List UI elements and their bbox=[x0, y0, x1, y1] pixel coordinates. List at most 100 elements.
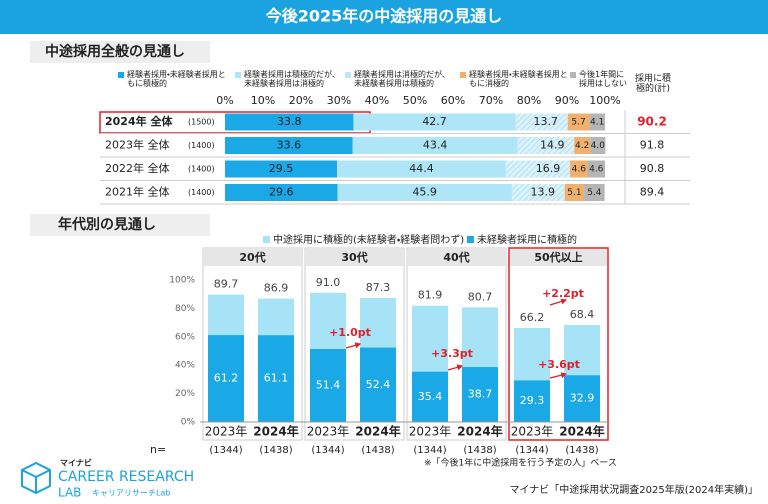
bar bbox=[462, 367, 498, 422]
total-value: 91.8 bbox=[640, 139, 665, 152]
sample-size: (1344) bbox=[209, 445, 242, 456]
logo-icon bbox=[21, 461, 51, 495]
x-tick-label: 10% bbox=[251, 94, 275, 107]
value-label: 33.6 bbox=[277, 139, 302, 152]
sample-size: (1344) bbox=[413, 445, 446, 456]
total-value: 90.8 bbox=[640, 162, 665, 175]
value-label: 86.9 bbox=[264, 282, 289, 295]
legend-item: 経験者採用は消極的だが、未経験者採用は積極的 bbox=[345, 70, 455, 88]
logo-brand: マイナビ bbox=[60, 458, 92, 468]
x-tick-label: 50% bbox=[403, 94, 427, 107]
value-label: 51.4 bbox=[316, 379, 341, 392]
annotation: +2.2pt bbox=[542, 287, 584, 300]
x-tick-label: 80% bbox=[517, 94, 541, 107]
header-band bbox=[0, 0, 768, 34]
bar-segment bbox=[584, 184, 605, 201]
sample-size: (1438) bbox=[463, 445, 496, 456]
legend-item: 今後1年間に採用はしない bbox=[570, 70, 628, 88]
bar-segment bbox=[337, 160, 506, 178]
x-tick-label: 2024年 bbox=[355, 424, 400, 439]
bar-segment bbox=[587, 160, 605, 178]
value-label: 4.6 bbox=[572, 165, 587, 175]
category-label: 2023年 全体 bbox=[105, 138, 170, 152]
bar bbox=[514, 380, 550, 422]
value-label: 61.1 bbox=[264, 372, 289, 385]
section-title: 中途採用全般の見通し bbox=[45, 43, 185, 60]
x-tick-label: 2023年 bbox=[511, 425, 554, 439]
panel-header bbox=[306, 249, 403, 266]
value-label: 13.7 bbox=[534, 115, 559, 128]
x-tick-label: 2023年 bbox=[205, 425, 248, 439]
category-label: 2021年 全体 bbox=[105, 185, 170, 199]
sample-label: n= bbox=[150, 443, 166, 456]
legend-swatch bbox=[467, 236, 474, 243]
annotation: +3.3pt bbox=[431, 347, 473, 360]
total-header: 採用に積極的(計) bbox=[634, 74, 671, 94]
footnote: ※「今後1年に中途採用を行う予定の人」ベース bbox=[424, 457, 617, 469]
legend-item: 経験者採用・未経験者採用ともに消極的 bbox=[460, 70, 570, 88]
legend-swatch bbox=[118, 72, 124, 78]
sample-size: (1400) bbox=[188, 165, 215, 174]
value-label: 68.4 bbox=[570, 308, 595, 321]
value-label: 13.9 bbox=[530, 186, 555, 199]
bar bbox=[258, 335, 294, 422]
annotation-arrow bbox=[447, 364, 464, 371]
total-value: 90.2 bbox=[637, 115, 667, 129]
header-title: 今後2025年の中途採用の見通し bbox=[266, 7, 503, 26]
bar bbox=[208, 335, 244, 422]
sample-size: (1400) bbox=[188, 141, 215, 150]
value-label: 80.7 bbox=[468, 290, 493, 303]
value-label: 29.3 bbox=[520, 394, 545, 407]
legend-swatch bbox=[570, 72, 576, 78]
value-label: 45.9 bbox=[412, 186, 437, 199]
x-tick-label: 70% bbox=[479, 94, 503, 107]
annotation-arrow bbox=[549, 298, 568, 306]
logo-sub: キャリアリサーチLab bbox=[92, 489, 170, 498]
x-tick-label: 0% bbox=[216, 94, 233, 107]
source: マイナビ「中途採用状況調査2025年版(2024年実績)」 bbox=[509, 483, 758, 496]
value-label: 4.0 bbox=[591, 141, 606, 151]
value-label: 66.2 bbox=[520, 311, 545, 324]
bar bbox=[564, 375, 600, 422]
legend-label: 経験者採用は消極的だが、未経験者採用は積極的 bbox=[354, 70, 450, 88]
annotation: +3.6pt bbox=[538, 358, 580, 371]
bar bbox=[412, 371, 448, 422]
x-tick-label: 90% bbox=[555, 94, 579, 107]
value-label: 5.1 bbox=[567, 188, 581, 198]
legend-label: 経験者採用・未経験者採用ともに積極的 bbox=[127, 70, 226, 88]
section-title: 年代別の見通し bbox=[58, 216, 156, 233]
sample-size: (1438) bbox=[259, 445, 292, 456]
value-label: 14.9 bbox=[540, 139, 565, 152]
logo-icon bbox=[21, 469, 51, 493]
value-label: 4.6 bbox=[589, 165, 604, 175]
bar-segment bbox=[590, 137, 606, 154]
section-band bbox=[30, 214, 210, 236]
x-tick-label: 2023年 bbox=[307, 425, 350, 439]
category-label: 2024年 全体 bbox=[105, 114, 173, 128]
total-value: 89.4 bbox=[640, 186, 665, 199]
y-tick-label: 0% bbox=[181, 418, 196, 428]
value-label: 89.7 bbox=[214, 278, 239, 291]
value-label: 33.8 bbox=[277, 115, 302, 128]
value-label: 29.5 bbox=[269, 162, 294, 175]
legend-item: 経験者採用は積極的だが、未経験者採用は消極的 bbox=[235, 70, 345, 88]
panel-header bbox=[408, 249, 505, 266]
bar-segment bbox=[352, 137, 518, 154]
group-label: 40代 bbox=[443, 250, 469, 264]
category-label: 2022年 全体 bbox=[105, 161, 170, 175]
y-tick-label: 60% bbox=[175, 332, 195, 342]
bar-segment bbox=[517, 137, 575, 154]
x-tick-label: 20% bbox=[289, 94, 313, 107]
sample-size: (1344) bbox=[311, 445, 344, 456]
legend-swatch bbox=[235, 72, 241, 78]
panel bbox=[406, 247, 507, 441]
value-label: 81.9 bbox=[418, 289, 443, 302]
value-label: 16.9 bbox=[536, 162, 561, 175]
bar-segment bbox=[225, 113, 354, 131]
bar bbox=[310, 349, 346, 422]
sample-size: (1400) bbox=[188, 188, 215, 197]
annotation-arrow bbox=[345, 342, 362, 349]
panel-header bbox=[510, 249, 607, 266]
